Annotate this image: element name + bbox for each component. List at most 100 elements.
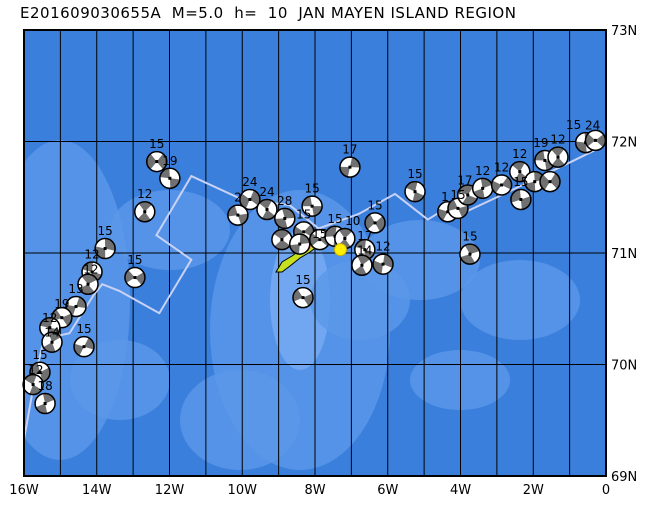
depth-label: 24 xyxy=(585,119,600,133)
beachball-outline xyxy=(159,167,181,190)
depth-label: 10 xyxy=(345,214,360,228)
depth-label: 15 xyxy=(32,348,47,362)
longitude-label: 4W xyxy=(450,483,471,498)
compression-quadrant xyxy=(365,214,376,230)
focal-mechanism xyxy=(339,156,361,178)
centroid-dot xyxy=(456,206,460,210)
beachball-outline xyxy=(288,233,311,255)
compression-quadrant xyxy=(375,216,386,232)
centroid-dot xyxy=(90,270,94,274)
compression-quadrant xyxy=(274,239,291,250)
centroid-dot xyxy=(481,186,485,190)
compression-quadrant xyxy=(357,255,370,266)
compression-quadrant xyxy=(491,180,502,194)
beachball-outline xyxy=(41,331,63,353)
compression-quadrant xyxy=(551,157,565,168)
compression-quadrant xyxy=(105,238,116,251)
focal-mechanism xyxy=(351,254,373,277)
compression-quadrant xyxy=(339,166,350,177)
centroid-dot xyxy=(519,197,523,201)
focal-mechanism xyxy=(457,184,479,206)
shallow-area xyxy=(180,370,300,470)
centroid-dot xyxy=(343,237,347,241)
depth-label: 19 xyxy=(533,136,548,150)
centroid-dot xyxy=(82,345,86,349)
centroid-dot xyxy=(283,216,287,220)
compression-quadrant xyxy=(61,313,72,326)
beachball-outline xyxy=(490,174,513,196)
compression-quadrant xyxy=(312,206,323,217)
longitude-label: 16W xyxy=(9,483,39,498)
compression-quadrant xyxy=(549,173,560,189)
centroid-dot xyxy=(348,165,352,169)
focal-mechanism xyxy=(239,188,261,211)
focal-mechanism xyxy=(159,167,181,190)
centroid-dot xyxy=(318,238,322,242)
beachball-outline xyxy=(539,170,561,193)
compression-quadrant xyxy=(273,229,290,240)
focal-mechanism xyxy=(509,160,531,183)
centroid-dot xyxy=(86,282,90,286)
compression-quadrant xyxy=(520,196,531,210)
compression-quadrant xyxy=(82,261,93,272)
focal-mechanism xyxy=(41,331,63,353)
compression-quadrant xyxy=(551,147,565,158)
centroid-dot xyxy=(265,208,269,212)
compression-quadrant xyxy=(510,189,521,203)
centroid-dot xyxy=(31,383,35,387)
compression-quadrant xyxy=(66,304,77,316)
beachball-outline xyxy=(364,212,386,234)
focal-mechanism xyxy=(539,170,561,193)
longitude-label: 6W xyxy=(377,483,398,498)
compression-quadrant xyxy=(585,133,596,147)
depth-label: 12 xyxy=(375,240,390,254)
focal-mechanism xyxy=(65,295,87,318)
epicenter-marker xyxy=(333,243,347,257)
map-frame xyxy=(23,29,607,477)
centroid-dot xyxy=(543,158,547,162)
focal-mechanism xyxy=(490,174,513,196)
centroid-dot xyxy=(133,276,137,280)
centroid-dot xyxy=(248,197,252,201)
beachball-outline xyxy=(65,295,87,318)
beachball-outline xyxy=(73,335,95,358)
focal-mechanism xyxy=(94,237,116,260)
compression-quadrant xyxy=(595,134,606,148)
centroid-dot xyxy=(373,221,377,225)
compression-quadrant xyxy=(292,289,303,302)
focal-mechanism xyxy=(523,170,546,193)
depth-label: 19 xyxy=(54,297,69,311)
focal-mechanism xyxy=(124,266,146,289)
centroid-dot xyxy=(500,183,504,187)
shallow-area xyxy=(460,260,580,340)
beachball-outline xyxy=(351,254,373,277)
compression-quadrant xyxy=(302,293,313,306)
beachball-outline xyxy=(404,180,426,203)
depth-label: 28 xyxy=(277,194,292,208)
latitude-label: 71N xyxy=(611,247,637,262)
focal-mechanism xyxy=(288,233,311,255)
centroid-dot xyxy=(548,180,552,184)
shallow-area xyxy=(310,260,410,340)
depth-label: 1 xyxy=(441,190,449,204)
compression-quadrant xyxy=(124,270,135,283)
centroid-dot xyxy=(310,204,314,208)
focal-mechanism xyxy=(22,373,44,396)
focal-mechanism xyxy=(34,392,56,415)
depth-label: 12 xyxy=(84,247,99,261)
compression-quadrant xyxy=(289,244,300,255)
depth-label: 15 xyxy=(462,230,477,244)
latitude-label: 72N xyxy=(611,136,637,151)
longitude-label: 12W xyxy=(155,483,185,498)
compression-quadrant xyxy=(134,272,145,285)
centroid-dot xyxy=(48,326,52,330)
beachball-outline xyxy=(339,156,361,178)
compression-quadrant xyxy=(138,201,152,212)
beachball-outline xyxy=(227,204,249,226)
focal-mechanism xyxy=(510,188,532,211)
compression-quadrant xyxy=(512,161,525,172)
depth-label: 12 xyxy=(494,160,509,174)
depth-label: 24 xyxy=(259,185,274,199)
centroid-dot xyxy=(301,296,305,300)
compression-quadrant xyxy=(146,153,157,170)
